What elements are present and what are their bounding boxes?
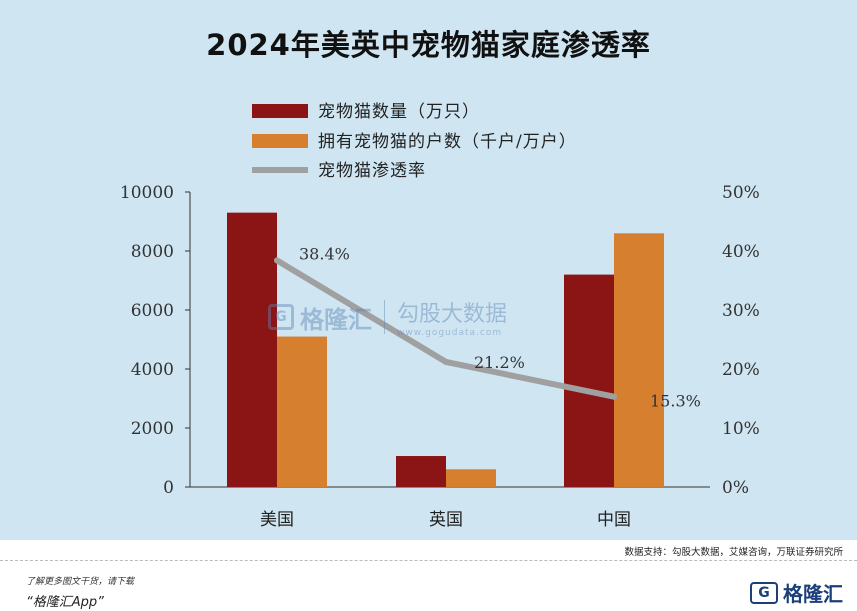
- penetration-rate-point: [443, 358, 449, 365]
- x-category-label: 英国: [429, 510, 463, 530]
- y-left-tick-label: 2000: [131, 419, 174, 439]
- footer-brand: G 格隆汇: [750, 578, 843, 607]
- legend-label-0: 宠物猫数量（万只）: [318, 102, 480, 122]
- x-category-label: 美国: [260, 510, 294, 530]
- legend-swatch-0: [252, 104, 308, 118]
- source-note: 数据支持：勾股大数据，艾媒咨询，万联证券研究所: [624, 547, 843, 558]
- bar-households-1: [446, 469, 496, 487]
- y-left-tick-label: 8000: [131, 242, 174, 262]
- penetration-rate-label: 21.2%: [474, 353, 525, 372]
- x-category-label: 中国: [597, 510, 631, 530]
- watermark-brand: 格隆汇: [300, 305, 372, 334]
- y-left-tick-label: 6000: [131, 301, 174, 321]
- bar-households-0: [277, 336, 327, 487]
- penetration-rate-point: [611, 393, 617, 400]
- y-left-tick-label: 4000: [131, 360, 174, 380]
- brand-logo-icon: G: [750, 581, 778, 604]
- penetration-rate-label: 15.3%: [650, 392, 701, 411]
- y-left-tick-label: 10000: [120, 183, 174, 203]
- chart-card: 2024年美英中宠物猫家庭渗透率 0 2000 4000 6000 8000 10000 0…: [0, 0, 857, 540]
- y-left-tick-label: 0: [163, 478, 174, 498]
- watermark: G 格隆汇 勾股大数据 www.gogudata.com: [268, 296, 507, 338]
- legend-label-1: 拥有宠物猫的户数（千户/万户）: [318, 132, 577, 152]
- y-right-tick-label: 10%: [722, 419, 760, 439]
- penetration-rate-point: [274, 257, 280, 264]
- chart-title: 2024年美英中宠物猫家庭渗透率: [206, 28, 651, 62]
- bar-cat-count-0: [227, 212, 277, 487]
- y-right-tick-label: 30%: [722, 301, 760, 321]
- y-right-tick-label: 50%: [722, 183, 760, 203]
- penetration-rate-label: 38.4%: [299, 244, 350, 263]
- watermark-logo-icon: G: [268, 304, 294, 330]
- watermark-partner: 勾股大数据 www.gogudata.com: [397, 302, 508, 338]
- brand-name: 格隆汇: [783, 582, 843, 606]
- chart-svg: 0 2000 4000 6000 8000 10000 0% 10% 20% 30% 40% 50% 美…: [120, 102, 760, 530]
- watermark-divider: [384, 300, 385, 334]
- promo-text: 了解更多图文干货，请下载: [26, 577, 135, 587]
- footer-divider: [0, 560, 857, 561]
- y-right-tick-label: 40%: [722, 242, 760, 262]
- y-right-tick-label: 0%: [722, 478, 749, 498]
- promo-app-name: “格隆汇App”: [26, 595, 104, 610]
- bar-cat-count-1: [396, 456, 446, 487]
- legend-swatch-1: [252, 134, 308, 148]
- legend-label-2: 宠物猫渗透率: [318, 161, 426, 181]
- y-right-tick-label: 20%: [722, 360, 760, 380]
- bar-households-2: [614, 233, 664, 487]
- bar-cat-count-2: [564, 274, 614, 487]
